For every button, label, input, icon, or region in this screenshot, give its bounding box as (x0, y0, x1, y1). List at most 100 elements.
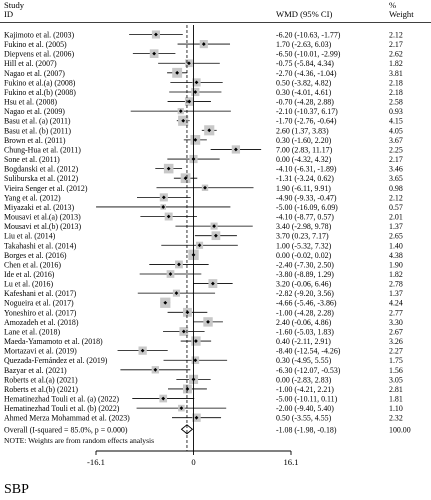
point-estimate (174, 291, 179, 296)
study-label: Ahmed Merza Mohammad et al. (2023) (4, 414, 130, 423)
study-label: Hill et al. (2007) (4, 59, 57, 68)
ci-value: 3.40 (-2.98, 9.78) (276, 222, 332, 231)
study-row: Lu et al. (2016) 3.20 (-0.06, 6.46) 2.78 (4, 279, 403, 289)
overall-diamond (180, 424, 194, 435)
weight-value: 1.75 (389, 356, 403, 365)
weight-value: 2.58 (389, 98, 403, 107)
study-row: Suliburska et al. (2012) -1.31 (-3.24, 0.… (4, 173, 403, 183)
ci-value: -6.30 (-12.07, -0.53) (276, 366, 341, 375)
study-label: Diepvens et al. (2006) (4, 50, 74, 59)
point-estimate (179, 406, 184, 411)
study-row: Basu et al. (a) (2011) -1.70 (-2.76, -0.6… (4, 115, 403, 126)
study-label: Mousavi et al.(a) (2013) (4, 213, 81, 222)
ci-value: -1.00 (-4.21, 2.21) (276, 385, 334, 394)
weight-value: 1.82 (389, 270, 403, 279)
point-estimate (181, 329, 186, 334)
study-label: Mortazavi et al. (2019) (4, 347, 77, 356)
study-row: Kajimoto et al. (2003) -6.20 (-10.63, -1.… (4, 30, 403, 40)
study-row: Diepvens et al. (2006) -6.50 (-10.01, -2.… (4, 49, 403, 59)
study-row: Mousavi et al.(a) (2013) -4.10 (-8.77, 0.… (4, 213, 403, 222)
weight-value: 2.17 (389, 155, 403, 164)
weight-value: 4.15 (389, 117, 403, 126)
study-row: Vieira Senger et al. (2012) 1.90 (-6.11, … (4, 184, 403, 193)
ci-value: 0.40 (-2.11, 2.91) (276, 337, 331, 346)
study-label: Fukino et al.(a) (2008) (4, 78, 76, 87)
point-estimate (166, 166, 171, 171)
weight-value: 1.90 (389, 260, 403, 269)
study-rows: Kajimoto et al. (2003) -6.20 (-10.63, -1.… (4, 30, 403, 423)
weight-value: 1.56 (389, 366, 403, 375)
study-row: Yoneshiro et al. (2017) -1.00 (-4.28, 2.2… (4, 307, 403, 317)
weight-value: 2.62 (389, 50, 403, 59)
point-estimate (161, 205, 166, 209)
study-row: Fukino et al.(a) (2008) 0.50 (-3.82, 4.82… (4, 78, 403, 87)
study-label: Lane et al. (2018) (4, 327, 60, 336)
study-row: Liu et al. (2014) 3.70 (0.23, 7.17) 2.65 (4, 231, 403, 241)
ci-value: -1.70 (-2.76, -0.64) (276, 117, 337, 126)
weight-value: 2.25 (389, 145, 403, 154)
ci-value: 7.00 (2.83, 11.17) (276, 145, 333, 154)
ci-value: 0.30 (-4.01, 4.61) (276, 88, 332, 97)
study-label: Quezada-Fernández et al. (2019) (4, 356, 108, 365)
study-label: Basu et al. (b) (2011) (4, 126, 71, 135)
overall-ci: -1.08 (-1.98, -0.18) (276, 425, 337, 434)
study-label: Maeda-Yamamoto et al. (2018) (4, 337, 103, 346)
x-tick-label: -16.1 (87, 457, 105, 467)
study-label: Ide et al. (2016) (4, 270, 55, 279)
study-header: Study (4, 0, 25, 10)
point-estimate (193, 358, 198, 363)
study-row: Nagao et al. (2009) -2.10 (-10.37, 6.17) 0… (4, 107, 403, 116)
study-row: Sone et al. (2011) 0.00 (-4.32, 4.32) 2.17 (4, 154, 403, 164)
study-row: Kafeshani et al. (2017) -2.82 (-9.20, 3.5… (4, 289, 403, 298)
study-row: Hematinezhad Touli et al. (b) (2022) -2.0… (4, 404, 403, 413)
study-row: Fukino et al.(b) (2008) 0.30 (-4.01, 4.61… (4, 87, 403, 97)
weight-value: 3.05 (389, 375, 403, 384)
weight-value: 3.65 (389, 174, 403, 183)
point-estimate (185, 310, 190, 315)
ci-value: -1.00 (-4.28, 2.28) (276, 308, 334, 317)
ci-value: 3.20 (-0.06, 6.46) (276, 280, 332, 289)
point-estimate (161, 396, 166, 401)
weight-value: 4.05 (389, 126, 403, 135)
study-row: Mousavi et al.(b) (2013) 3.40 (-2.98, 9.7… (4, 222, 403, 231)
ci-value: -2.70 (-4.36, -1.04) (276, 69, 337, 78)
study-label: Bazyar et al. (2021) (4, 366, 67, 375)
ci-value: -0.70 (-4.28, 2.88) (276, 98, 334, 107)
study-label: Fukino et al. (2005) (4, 40, 67, 49)
study-label: Roberts et al.(a) (2021) (4, 375, 78, 384)
study-label: Yang et al. (2012) (4, 193, 61, 202)
weight-value: 1.37 (389, 289, 403, 298)
study-label: Suliburska et al. (2012) (4, 174, 78, 183)
study-row: Maeda-Yamamoto et al. (2018) 0.40 (-2.11,… (4, 336, 403, 346)
weight-value: 2.81 (389, 385, 403, 394)
ci-value: -0.75 (-5.84, 4.34) (276, 59, 334, 68)
weight-value: 1.82 (389, 59, 403, 68)
weight-value: 3.26 (389, 337, 403, 346)
ci-value: -6.20 (-10.63, -1.77) (276, 31, 341, 40)
study-label: Chen et al. (2016) (4, 260, 61, 269)
ci-value: -8.40 (-12.54, -4.26) (276, 347, 341, 356)
study-label: Takahashi et al. (2014) (4, 241, 77, 250)
point-estimate (185, 387, 190, 391)
study-row: Hill et al. (2007) -0.75 (-5.84, 4.34) 1.8… (4, 59, 403, 68)
ci-value: -5.00 (-16.09, 6.09) (276, 203, 338, 212)
ci-value: -2.82 (-9.20, 3.56) (276, 289, 334, 298)
point-estimate (152, 51, 157, 56)
x-tick-label: 0 (191, 457, 195, 467)
study-row: Roberts et al.(a) (2021) 0.00 (-2.83, 2.8… (4, 374, 403, 384)
study-row: Basu et al. (b) (2011) 2.60 (1.37, 3.83) 4… (4, 125, 403, 136)
point-estimate (187, 61, 191, 66)
weight-value: 4.38 (389, 251, 403, 260)
effect-header: WMD (95% CI) (276, 9, 332, 19)
study-label: Hematinezhad Touli et al. (a) (2022) (4, 395, 119, 404)
study-label: Fukino et al.(b) (2008) (4, 88, 76, 97)
point-estimate (194, 415, 199, 420)
weight-value: 2.18 (389, 78, 403, 87)
study-label: Brown et al. (2011) (4, 136, 66, 145)
ci-value: -2.00 (-9.40, 5.40) (276, 404, 334, 413)
study-label: Bogdanski et al. (2012) (4, 165, 78, 174)
ci-value: 2.40 (-0.06, 4.86) (276, 318, 332, 327)
ci-value: -4.10 (-6.31, -1.89) (276, 165, 337, 174)
study-row: Borges et al. (2016) 0.00 (-0.02, 0.02) 4.… (4, 249, 403, 261)
study-row: Ide et al. (2016) -3.80 (-8.89, 1.29) 1.82 (4, 270, 403, 279)
